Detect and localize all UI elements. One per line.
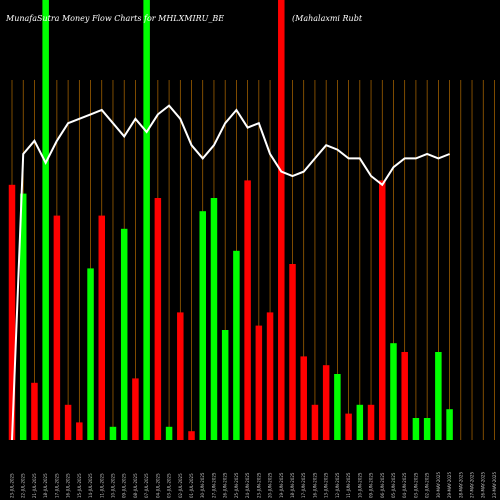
money-flow-bar: [311, 404, 319, 440]
x-tick-label: 19-JUN-2025: [279, 472, 284, 498]
x-tick-label: 17-JUL-2025: [54, 473, 59, 498]
money-flow-bar: [390, 343, 397, 440]
x-tick-label: 28-MAY-2025: [458, 472, 463, 498]
money-flow-bar: [53, 215, 61, 440]
x-tick-label: 10-JUL-2025: [110, 473, 115, 498]
money-flow-bar: [278, 0, 285, 440]
x-tick-label: 23-JUN-2025: [256, 472, 261, 498]
x-tick-label: 16-JUN-2025: [312, 472, 317, 498]
x-tick-label: 11-JUL-2025: [99, 473, 104, 498]
x-tick-label: 11-JUN-2025: [346, 472, 351, 498]
x-tick-label: 07-JUL-2025: [144, 473, 149, 498]
x-tick-label: 04-JUL-2025: [155, 473, 160, 498]
money-flow-bar: [266, 312, 274, 440]
x-tick-label: 05-JUN-2025: [391, 472, 396, 498]
money-flow-bar: [345, 413, 352, 440]
x-tick-label: 22-JUL-2025: [21, 473, 26, 498]
money-flow-bar: [31, 382, 38, 440]
money-flow-bar: [379, 180, 386, 440]
x-tick-label: 21-JUL-2025: [32, 473, 37, 498]
money-flow-bar: [132, 378, 139, 440]
x-tick-label: 13-JUN-2025: [324, 472, 329, 498]
money-flow-bars: [8, 0, 453, 440]
money-flow-bar: [42, 0, 49, 440]
money-flow-bar: [289, 264, 296, 440]
x-tick-label: 30-MAY-2025: [436, 472, 441, 498]
money-flow-bar: [98, 215, 106, 440]
money-flow-bar: [334, 374, 341, 440]
money-flow-bar: [210, 198, 218, 440]
money-flow-bar: [188, 431, 195, 440]
x-tick-label: 02-JUN-2025: [425, 472, 430, 498]
x-tick-label: 16-JUL-2025: [66, 473, 71, 498]
money-flow-bar: [154, 198, 162, 440]
x-tick-label: 20-JUN-2025: [268, 472, 273, 498]
x-tick-label: 23-JUL-2025: [10, 473, 15, 498]
money-flow-bar: [87, 268, 94, 440]
x-tick-label: 02-JUL-2025: [178, 473, 183, 498]
x-tick-label: 18-JUL-2025: [43, 473, 48, 498]
x-tick-label: 25-JUN-2025: [234, 472, 239, 498]
x-tick-label: 04-JUN-2025: [402, 472, 407, 498]
x-tick-label: 24-JUN-2025: [245, 472, 250, 498]
money-flow-bar: [300, 356, 307, 440]
money-flow-bar: [8, 184, 16, 440]
x-tick-label: 01-JUL-2025: [189, 473, 194, 498]
x-tick-label: 03-JUL-2025: [167, 473, 172, 498]
x-tick-label: 03-JUN-2025: [413, 472, 418, 498]
money-flow-bar: [423, 418, 431, 440]
money-flow-bar: [367, 404, 375, 440]
x-axis-tick-labels: 23-JUL-2025 22-JUL-2025 21-JUL-2025 18-JUL-…: [10, 472, 497, 498]
x-tick-label: 10-JUN-2025: [357, 472, 362, 498]
x-tick-label: 18-JUN-2025: [290, 472, 295, 498]
money-flow-bar: [19, 193, 27, 440]
x-tick-label: 26-JUN-2025: [223, 472, 228, 498]
money-flow-bar: [233, 250, 240, 440]
x-tick-label: 26-MAY-2025: [481, 472, 486, 498]
x-tick-label: 23-MAY-2025: [492, 472, 497, 498]
money-flow-bar: [221, 330, 229, 440]
money-flow-index-line: [11, 104, 450, 441]
x-tick-label: 27-JUN-2025: [211, 472, 216, 498]
x-tick-label: 08-JUL-2025: [133, 473, 138, 498]
x-tick-label: 17-JUN-2025: [301, 472, 306, 498]
x-tick-label: 09-JUL-2025: [122, 473, 127, 498]
x-tick-label: 15-JUL-2025: [77, 473, 82, 498]
money-flow-bar: [177, 312, 184, 440]
chart-title: MunafaSutra Money Flow Charts for MHLXMI…: [5, 14, 224, 23]
money-flow-bar: [109, 426, 117, 440]
money-flow-bar: [446, 409, 453, 440]
x-tick-label: 29-MAY-2025: [447, 472, 452, 498]
x-tick-label: 09-JUN-2025: [369, 472, 374, 498]
money-flow-bar: [255, 325, 263, 440]
money-flow-bar: [120, 228, 128, 440]
money-flow-bar: [401, 352, 408, 440]
money-flow-bar: [356, 404, 364, 440]
money-flow-bar: [143, 0, 150, 440]
x-tick-label: 14-JUL-2025: [88, 473, 93, 498]
money-flow-bar: [76, 422, 83, 440]
money-flow-bar: [322, 365, 330, 440]
x-tick-label: 27-MAY-2025: [470, 472, 475, 498]
x-tick-label: 12-JUN-2025: [335, 472, 340, 498]
money-flow-bar: [244, 180, 251, 440]
x-tick-label: 06-JUN-2025: [380, 472, 385, 498]
money-flow-bar: [64, 404, 72, 440]
money-flow-bar: [165, 426, 173, 440]
money-flow-bar: [412, 418, 420, 440]
chart-subtitle: (Mahalaxmi Rubt: [292, 14, 363, 23]
x-tick-label: 30-JUN-2025: [200, 472, 205, 498]
money-flow-bar: [199, 211, 206, 440]
money-flow-bar: [435, 352, 442, 440]
